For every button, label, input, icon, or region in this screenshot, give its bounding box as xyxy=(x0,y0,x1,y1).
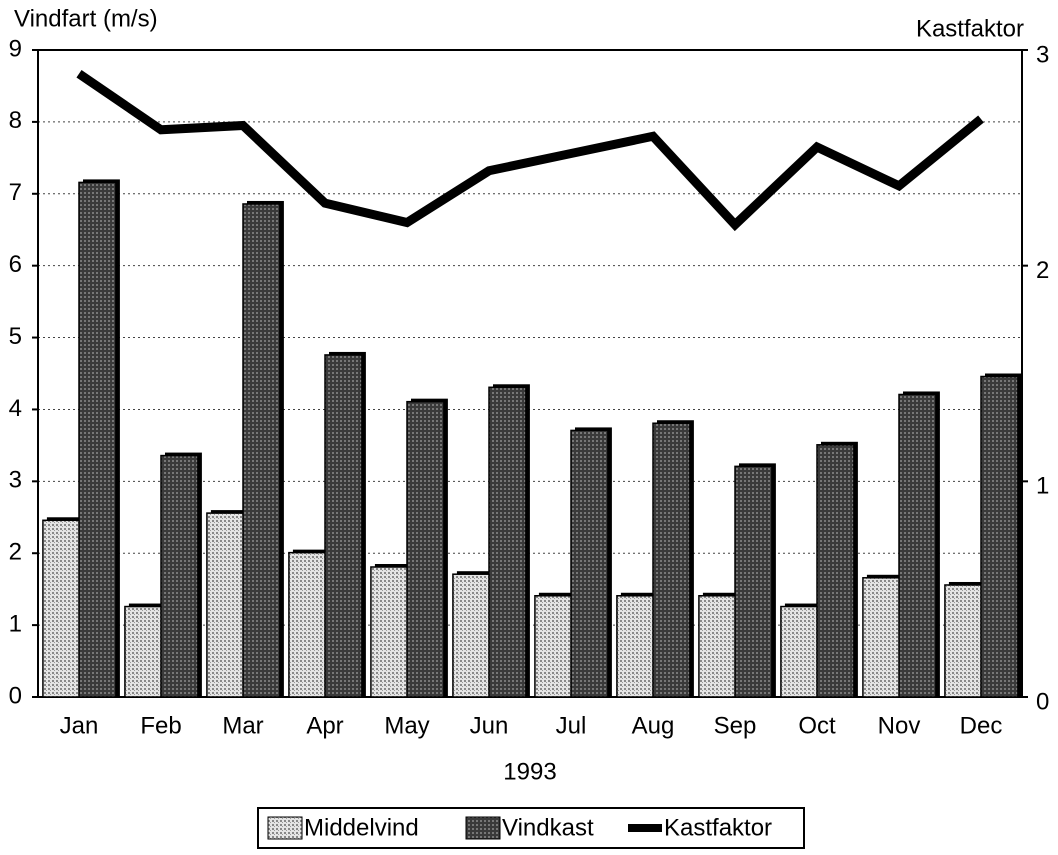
bar xyxy=(570,429,609,698)
bar xyxy=(734,465,773,698)
x-tick-label: Jul xyxy=(556,712,587,739)
bar xyxy=(78,181,117,698)
legend-label: Kastfaktor xyxy=(664,814,772,841)
y2-tick-label: 2 xyxy=(1036,257,1049,284)
bar xyxy=(406,400,445,698)
x-tick-label: Sep xyxy=(714,712,757,739)
y-tick-label: 3 xyxy=(9,467,22,494)
y2-tick-label: 3 xyxy=(1036,41,1049,68)
bar xyxy=(534,595,573,698)
bar xyxy=(370,566,409,698)
bar xyxy=(980,375,1019,698)
y-tick-label: 9 xyxy=(9,35,22,62)
y2-tick-label: 0 xyxy=(1036,688,1049,715)
bar xyxy=(898,393,937,698)
bar xyxy=(488,386,527,698)
bar xyxy=(452,573,491,698)
plot-frame xyxy=(37,49,1023,698)
y-tick-label: 1 xyxy=(9,610,22,637)
y-axis-title: Vindfart (m/s) xyxy=(14,5,158,32)
bar xyxy=(242,203,281,698)
bar xyxy=(288,551,327,698)
legend xyxy=(257,807,805,849)
legend-label: Vindkast xyxy=(502,814,594,841)
x-tick-label: Nov xyxy=(878,712,921,739)
y2-tick-label: 1 xyxy=(1036,473,1049,500)
bar xyxy=(816,444,855,698)
bar xyxy=(780,605,819,698)
line xyxy=(76,70,984,232)
x-tick-label: Jan xyxy=(60,712,99,739)
x-tick-label: Aug xyxy=(632,712,675,739)
x-tick-label: Oct xyxy=(798,712,836,739)
bar xyxy=(862,577,901,698)
bar xyxy=(324,354,363,698)
legend-swatch xyxy=(465,816,501,840)
legend-label: Middelvind xyxy=(304,814,419,841)
bar xyxy=(698,595,737,698)
x-tick-label: Mar xyxy=(222,712,263,739)
x-tick-label: Jun xyxy=(470,712,509,739)
bar xyxy=(652,422,691,698)
bar xyxy=(206,512,245,698)
y-tick-label: 2 xyxy=(9,539,22,566)
bar xyxy=(616,595,655,698)
bar xyxy=(124,605,163,698)
y-tick-label: 0 xyxy=(9,682,22,709)
y-tick-label: 4 xyxy=(9,395,22,422)
x-axis-title: 1993 xyxy=(503,758,556,785)
bar xyxy=(160,454,199,698)
legend-swatch xyxy=(267,816,303,840)
bar xyxy=(944,584,983,698)
x-tick-label: May xyxy=(384,712,429,739)
x-tick-label: Dec xyxy=(960,712,1003,739)
y2-axis-title: Kastfaktor xyxy=(916,15,1024,42)
y-tick-label: 6 xyxy=(9,251,22,278)
y-tick-label: 8 xyxy=(9,107,22,134)
x-tick-label: Feb xyxy=(140,712,181,739)
x-tick-label: Apr xyxy=(306,712,343,739)
bar xyxy=(42,519,81,698)
y-tick-label: 7 xyxy=(9,179,22,206)
y-tick-label: 5 xyxy=(9,323,22,350)
legend-swatch xyxy=(628,824,662,832)
